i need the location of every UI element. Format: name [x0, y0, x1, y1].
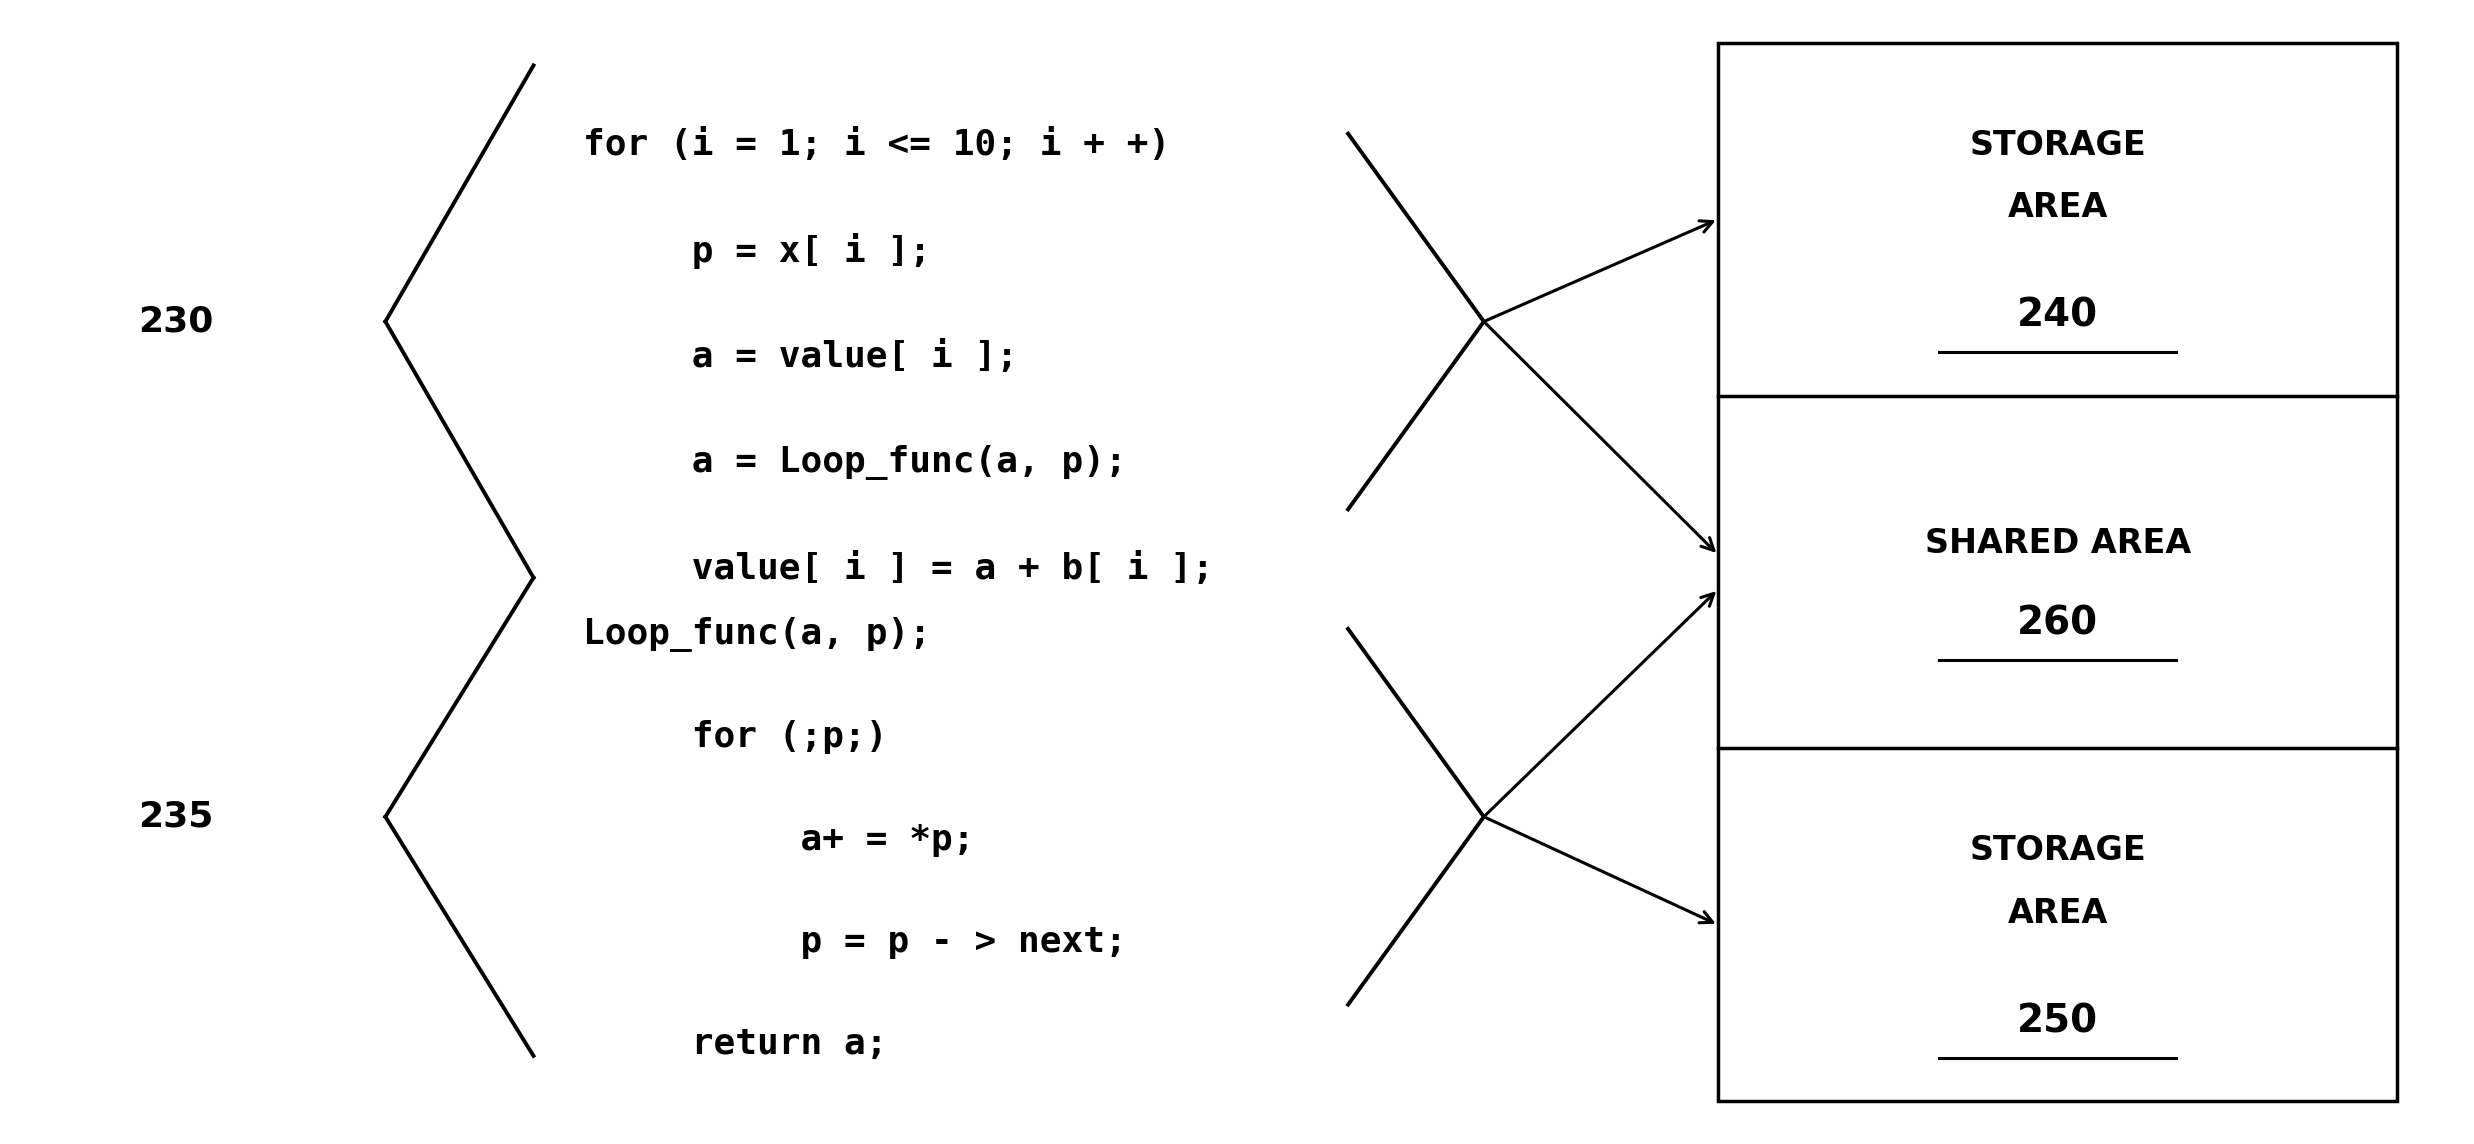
Text: for (;p;): for (;p;) — [584, 720, 888, 754]
Text: STORAGE: STORAGE — [1969, 834, 2145, 867]
Text: for (i = 1; i <= 10; i + +): for (i = 1; i <= 10; i + +) — [584, 128, 1170, 162]
Text: SHARED AREA: SHARED AREA — [1925, 527, 2192, 561]
Text: p = x[ i ];: p = x[ i ]; — [584, 233, 930, 269]
Text: a = value[ i ];: a = value[ i ]; — [584, 340, 1017, 374]
Text: 235: 235 — [139, 800, 213, 834]
Text: a+ = *p;: a+ = *p; — [584, 823, 975, 857]
Text: Loop_func(a, p);: Loop_func(a, p); — [584, 617, 930, 652]
Text: p = p - > next;: p = p - > next; — [584, 925, 1126, 959]
Text: AREA: AREA — [2006, 191, 2108, 224]
Text: 230: 230 — [139, 304, 213, 339]
Bar — [1719, 42, 2397, 1102]
Text: value[ i ] = a + b[ i ];: value[ i ] = a + b[ i ]; — [584, 551, 1215, 586]
Text: 240: 240 — [2016, 296, 2098, 335]
Text: return a;: return a; — [584, 1027, 888, 1062]
Text: STORAGE: STORAGE — [1969, 128, 2145, 161]
Text: 260: 260 — [2016, 604, 2098, 642]
Text: AREA: AREA — [2006, 897, 2108, 930]
Text: 250: 250 — [2016, 1002, 2098, 1041]
Text: a = Loop_func(a, p);: a = Loop_func(a, p); — [584, 445, 1126, 480]
